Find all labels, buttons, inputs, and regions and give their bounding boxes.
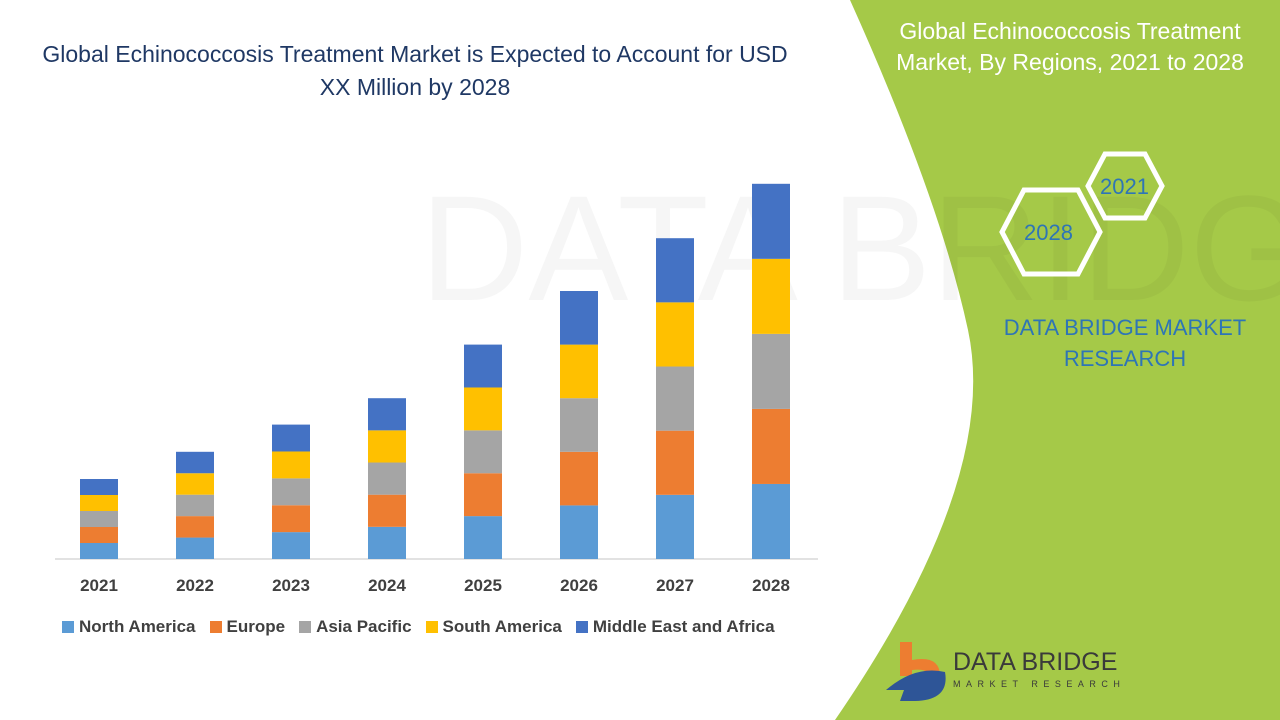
bar-segment-2022-asia-pacific xyxy=(176,494,214,517)
bar-segment-2023-south-america xyxy=(272,451,310,479)
bar-segment-2027-europe xyxy=(656,430,694,495)
legend-swatch xyxy=(209,621,222,633)
bar-segment-2026-middle-east-and-africa xyxy=(560,291,598,345)
bar-segment-2022-europe xyxy=(176,516,214,538)
chart-title: Global Echinococcosis Treatment Market i… xyxy=(42,41,788,100)
x-tick-label: 2024 xyxy=(368,576,406,595)
logo-subtext: MARKET RESEARCH xyxy=(953,679,1126,689)
legend-item: South America xyxy=(425,617,562,637)
bar-segment-2027-middle-east-and-africa xyxy=(656,238,694,303)
x-tick-label: 2023 xyxy=(272,576,310,595)
bar-segment-2027-asia-pacific xyxy=(656,366,694,431)
legend-swatch xyxy=(575,621,588,633)
bar-segment-2024-south-america xyxy=(368,430,406,463)
bar-segment-2028-middle-east-and-africa xyxy=(752,183,790,259)
legend-label: North America xyxy=(79,617,196,636)
side-title: Global Echinococcosis Treatment Market, … xyxy=(896,18,1244,75)
brand-name: DATA BRIDGE MARKET RESEARCH xyxy=(1003,315,1247,371)
bar-segment-2023-asia-pacific xyxy=(272,478,310,506)
watermark: DATA BRIDGE xyxy=(420,164,1280,332)
hexagon-2021 xyxy=(1085,151,1165,221)
x-tick-label: 2022 xyxy=(176,576,214,595)
bar-segment-2021-middle-east-and-africa xyxy=(80,479,118,495)
x-tick-label: 2027 xyxy=(656,576,694,595)
bar-segment-2026-north-america xyxy=(560,505,598,559)
x-tick-label: 2025 xyxy=(464,576,502,595)
bar-segment-2026-europe xyxy=(560,451,598,506)
badge-2021: 2021 xyxy=(1100,174,1149,199)
legend-item: North America xyxy=(62,617,196,637)
legend-label: Middle East and Africa xyxy=(592,617,775,636)
bar-segment-2024-asia-pacific xyxy=(368,462,406,495)
x-tick-label: 2026 xyxy=(560,576,598,595)
bar-segment-2026-south-america xyxy=(560,344,598,399)
bar-segment-2022-middle-east-and-africa xyxy=(176,451,214,474)
bar-segment-2021-north-america xyxy=(80,543,118,559)
hexagon-2028 xyxy=(999,187,1103,277)
bar-segment-2024-europe xyxy=(368,494,406,527)
bar-segment-2025-asia-pacific xyxy=(464,430,502,474)
legend-label: Europe xyxy=(226,617,286,636)
green-panel xyxy=(835,0,1280,720)
bar-segment-2025-middle-east-and-africa xyxy=(464,344,502,388)
bar-segment-2021-europe xyxy=(80,527,118,543)
legend-label: South America xyxy=(442,617,562,636)
bar-segment-2027-south-america xyxy=(656,302,694,367)
bar-segment-2024-north-america xyxy=(368,526,406,559)
logo-icon xyxy=(886,642,946,701)
bar-segment-2025-south-america xyxy=(464,387,502,431)
legend-swatch xyxy=(62,621,74,633)
bar-segment-2025-north-america xyxy=(464,516,502,559)
bar-segment-2028-asia-pacific xyxy=(752,333,790,409)
bar-segment-2023-north-america xyxy=(272,532,310,559)
bar-segment-2028-europe xyxy=(752,408,790,484)
bar-segment-2028-north-america xyxy=(752,483,790,559)
bars xyxy=(80,183,790,559)
bar-segment-2025-europe xyxy=(464,473,502,517)
x-tick-label: 2021 xyxy=(80,576,118,595)
bar-segment-2027-north-america xyxy=(656,494,694,559)
bar-segment-2023-europe xyxy=(272,505,310,533)
legend: North America Europe Asia Pacific South Ame… xyxy=(62,617,775,637)
bar-segment-2028-south-america xyxy=(752,258,790,334)
bar-segment-2021-south-america xyxy=(80,495,118,511)
legend-item: Asia Pacific xyxy=(299,617,412,637)
logo-text: DATA BRIDGE xyxy=(953,648,1118,676)
badge-2028: 2028 xyxy=(1024,220,1073,245)
legend-item: Europe xyxy=(209,617,286,637)
legend-label: Asia Pacific xyxy=(316,617,412,636)
bar-segment-2023-middle-east-and-africa xyxy=(272,424,310,452)
bar-segment-2022-south-america xyxy=(176,473,214,495)
legend-item: Middle East and Africa xyxy=(575,617,775,637)
x-tick-label: 2028 xyxy=(752,576,790,595)
bar-segment-2026-asia-pacific xyxy=(560,398,598,452)
legend-swatch xyxy=(299,621,312,633)
bar-segment-2024-middle-east-and-africa xyxy=(368,398,406,431)
legend-swatch xyxy=(425,621,438,633)
bar-segment-2022-north-america xyxy=(176,537,214,559)
bar-segment-2021-asia-pacific xyxy=(80,511,118,527)
